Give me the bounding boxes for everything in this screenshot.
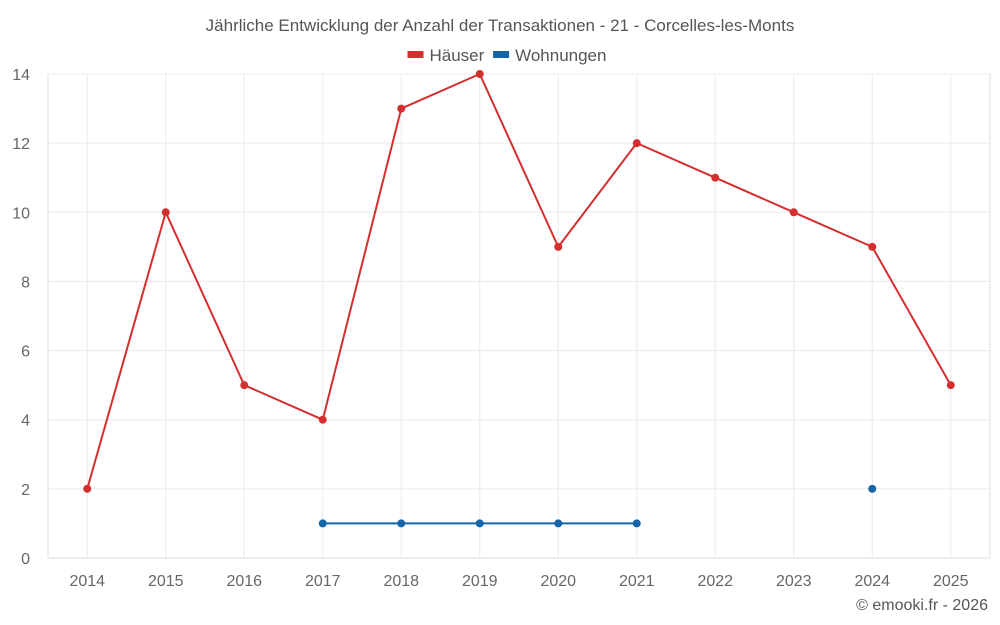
y-tick-label: 6: [21, 344, 30, 361]
y-axis-ticks: 0 2 4 6 8 10 12 14: [12, 67, 30, 568]
legend-swatch: [493, 51, 510, 58]
y-tick-label: 12: [12, 136, 30, 153]
data-point: [554, 519, 563, 528]
x-tick-label: 2019: [462, 573, 498, 590]
credit-text: © emooki.fr - 2026: [856, 597, 988, 614]
y-tick-label: 14: [12, 67, 30, 84]
data-point: [475, 70, 484, 78]
legend-label: Wohnungen: [515, 46, 606, 65]
x-tick-label: 2017: [305, 573, 341, 590]
series-line: [86, 73, 952, 490]
data-point: [632, 519, 641, 528]
y-tick-label: 2: [21, 482, 30, 499]
y-tick-label: 0: [21, 551, 30, 568]
data-point: [318, 519, 327, 528]
x-tick-label: 2024: [854, 573, 890, 590]
x-tick-label: 2020: [540, 573, 576, 590]
data-point: [789, 208, 798, 217]
chart-title: Jährliche Entwicklung der Anzahl der Tra…: [206, 16, 795, 35]
y-tick-label: 4: [21, 413, 30, 430]
data-point: [868, 484, 877, 493]
x-tick-label: 2022: [697, 573, 733, 590]
data-point: [240, 381, 249, 390]
data-point: [397, 519, 406, 528]
data-point: [711, 173, 720, 182]
x-tick-label: 2014: [69, 573, 105, 590]
legend: Häuser Wohnungen: [407, 46, 606, 65]
y-tick-label: 10: [12, 205, 30, 222]
legend-label: Häuser: [430, 46, 485, 65]
legend-swatch: [407, 51, 424, 58]
grid: [47, 73, 991, 559]
data-point: [83, 484, 92, 493]
data-point: [868, 242, 877, 251]
x-tick-label: 2023: [776, 573, 812, 590]
y-tick-label: 8: [21, 274, 30, 291]
data-point: [632, 139, 641, 148]
x-tick-label: 2018: [383, 573, 419, 590]
x-axis-ticks: 2014 2015 2016 2017 2018 2019 2020 2021 2022 2023…: [69, 573, 968, 590]
data-point: [946, 381, 955, 390]
x-tick-label: 2025: [933, 573, 969, 590]
legend-item: Häuser: [407, 46, 485, 65]
series-2: [318, 484, 877, 528]
data-point: [554, 242, 563, 251]
series-group: [83, 70, 955, 528]
data-point: [161, 208, 170, 217]
series-1: [83, 70, 955, 493]
legend-item: Wohnungen: [493, 46, 606, 65]
data-point: [475, 519, 484, 528]
x-tick-label: 2016: [226, 573, 262, 590]
x-tick-label: 2021: [619, 573, 655, 590]
data-point: [318, 415, 327, 424]
x-tick-label: 2015: [148, 573, 184, 590]
data-point: [397, 104, 406, 113]
